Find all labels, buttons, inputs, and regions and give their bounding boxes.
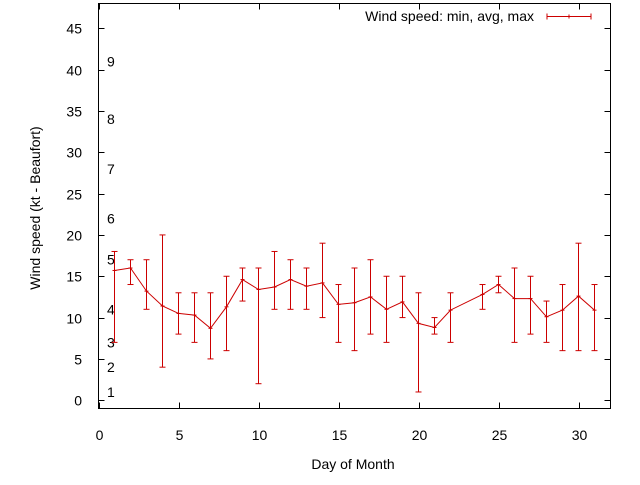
beaufort-label: 6 <box>107 210 115 226</box>
x-tick-label: 15 <box>332 427 348 443</box>
plot-frame <box>98 3 611 409</box>
beaufort-label: 3 <box>107 334 115 350</box>
error-bar <box>271 250 278 310</box>
error-bar <box>143 259 150 310</box>
error-bar <box>223 275 230 352</box>
error-bar <box>543 300 550 343</box>
beaufort-label: 9 <box>107 53 115 69</box>
x-tick-label: 25 <box>492 427 508 443</box>
x-axis-label: Day of Month <box>311 456 394 472</box>
error-bar <box>303 267 310 310</box>
error-bar <box>527 275 534 335</box>
x-tick-label: 30 <box>572 427 588 443</box>
beaufort-labels: 1 2 3 4 5 6 7 8 9 <box>107 53 115 400</box>
y-tick-label: 40 <box>66 63 82 79</box>
y-tick-label: 45 <box>66 21 82 37</box>
error-bar <box>207 292 214 360</box>
beaufort-label: 1 <box>107 384 115 400</box>
error-bar <box>159 234 166 368</box>
beaufort-label: 2 <box>107 359 115 375</box>
error-bar <box>191 292 198 343</box>
beaufort-label: 4 <box>107 301 115 317</box>
error-bar <box>367 259 374 335</box>
error-bar <box>111 250 118 343</box>
y-tick-label: 10 <box>66 311 82 327</box>
error-bar <box>399 275 406 319</box>
error-bar <box>511 267 518 343</box>
error-bar <box>239 267 246 302</box>
error-bar <box>495 275 502 294</box>
beaufort-label: 5 <box>107 252 115 268</box>
avg-line <box>114 267 595 330</box>
y-tick-label: 25 <box>66 187 82 203</box>
error-bar <box>591 284 598 352</box>
error-bar <box>479 284 486 310</box>
error-bar <box>383 275 390 343</box>
beaufort-label: 7 <box>107 161 115 177</box>
legend: Wind speed: min, avg, max <box>365 8 592 24</box>
x-axis: 0 5 10 15 20 25 30 <box>96 3 588 443</box>
y-tick-label: 20 <box>66 228 82 244</box>
error-bar <box>559 284 566 352</box>
y-axis-label: Wind speed (kt - Beaufort) <box>27 126 43 289</box>
beaufort-label: 8 <box>107 111 115 127</box>
y-tick-label: 30 <box>66 145 82 161</box>
x-tick-label: 5 <box>176 427 184 443</box>
error-bar <box>335 284 342 343</box>
error-bar <box>447 292 454 343</box>
x-tick-label: 0 <box>96 427 104 443</box>
error-bar <box>415 292 422 393</box>
y-tick-label: 15 <box>66 269 82 285</box>
error-bar <box>319 242 326 319</box>
legend-key <box>546 13 592 20</box>
y-tick-label: 35 <box>66 104 82 120</box>
error-bar <box>431 317 438 335</box>
error-bar <box>287 259 294 310</box>
x-tick-label: 20 <box>412 427 428 443</box>
error-bar <box>575 242 582 352</box>
error-bar <box>175 292 182 335</box>
legend-label: Wind speed: min, avg, max <box>365 8 534 24</box>
x-tick-label: 10 <box>252 427 268 443</box>
error-bar <box>351 267 358 352</box>
error-bar <box>127 259 134 286</box>
y-tick-label: 0 <box>74 393 82 409</box>
y-tick-label: 5 <box>74 352 82 368</box>
error-bar <box>255 267 262 385</box>
series-wind-speed <box>111 234 598 393</box>
